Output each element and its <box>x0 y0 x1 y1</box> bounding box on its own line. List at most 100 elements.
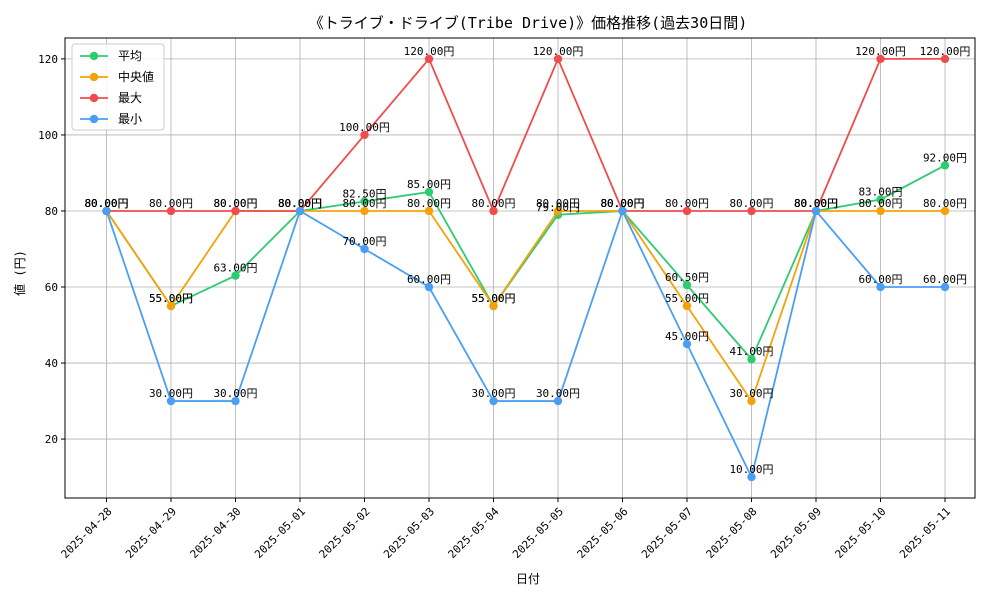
data-point <box>876 54 885 64</box>
data-label: 82.50円 <box>342 187 386 200</box>
data-label: 80.00円 <box>858 197 902 210</box>
data-point <box>553 396 563 406</box>
data-label: 55.00円 <box>471 292 515 305</box>
x-tick-label: 2025-04-29 <box>123 505 179 561</box>
data-label: 70.00円 <box>342 235 386 248</box>
data-label: 30.00円 <box>149 387 193 400</box>
data-label: 80.00円 <box>600 197 644 210</box>
legend-box <box>71 43 165 131</box>
data-point <box>360 130 369 140</box>
data-label: 80.00円 <box>213 197 257 210</box>
data-label: 80.00円 <box>536 197 580 210</box>
data-label: 80.00円 <box>600 197 644 210</box>
data-point <box>618 206 627 216</box>
y-tick-label: 60 <box>45 281 58 294</box>
data-point <box>424 282 434 292</box>
data-label: 80.00円 <box>149 197 193 210</box>
data-label: 80.00円 <box>84 197 128 210</box>
x-tick-label: 2025-05-02 <box>317 505 373 561</box>
series-line-3 <box>105 208 945 480</box>
data-point <box>424 206 434 216</box>
data-point <box>553 54 563 64</box>
data-label: 80.00円 <box>278 197 322 210</box>
data-label: 80.00円 <box>600 197 644 210</box>
data-label: 80.00円 <box>794 197 838 210</box>
data-label: 60.00円 <box>923 273 967 286</box>
data-label: 10.00円 <box>729 463 773 476</box>
y-axis-label: 値 (円) <box>12 250 27 296</box>
data-point <box>876 206 885 216</box>
data-label: 80.00円 <box>278 197 322 210</box>
data-point <box>940 282 950 292</box>
y-tick-label: 120 <box>38 53 58 66</box>
data-label: 30.00円 <box>213 387 257 400</box>
data-point <box>811 206 821 216</box>
data-point <box>747 206 756 216</box>
data-point <box>489 396 498 406</box>
legend-marker <box>89 72 99 82</box>
data-label: 80.00円 <box>278 197 322 210</box>
data-label: 85.00円 <box>407 178 451 191</box>
x-tick-label: 2025-05-11 <box>897 505 953 561</box>
data-point <box>166 301 176 311</box>
legend-marker <box>89 51 99 61</box>
data-label: 80.00円 <box>794 197 838 210</box>
x-tick-label: 2025-05-01 <box>252 505 308 561</box>
data-label: 80.00円 <box>665 197 709 210</box>
data-point <box>360 197 369 206</box>
plot-frame <box>64 37 976 499</box>
data-label: 80.00円 <box>923 197 967 210</box>
x-axis-label: 日付 <box>516 572 540 586</box>
data-label: 55.00円 <box>149 292 193 305</box>
data-point <box>682 339 692 349</box>
data-label: 80.00円 <box>729 197 773 210</box>
data-label: 80.00円 <box>342 197 386 210</box>
data-label: 92.00円 <box>923 151 967 164</box>
data-label: 80.00円 <box>84 197 128 210</box>
legend-marker <box>89 93 99 103</box>
data-point <box>682 206 692 216</box>
data-point <box>682 280 692 290</box>
data-point <box>876 195 885 204</box>
data-label: 79.00円 <box>536 201 580 214</box>
data-point <box>166 206 176 216</box>
data-point <box>360 244 369 254</box>
data-point <box>102 206 111 216</box>
x-tick-label: 2025-04-30 <box>188 505 244 561</box>
data-point <box>747 472 756 482</box>
series-layer <box>102 54 950 482</box>
x-tick-label: 2025-04-28 <box>59 505 115 561</box>
data-point <box>747 396 756 406</box>
data-point <box>489 206 498 216</box>
data-point <box>876 282 885 292</box>
data-label: 45.00円 <box>665 330 709 343</box>
legend-entry: 最大 <box>118 91 142 105</box>
data-label: 80.00円 <box>471 197 515 210</box>
data-point <box>360 206 369 216</box>
data-label: 60.00円 <box>407 273 451 286</box>
data-point <box>424 54 434 64</box>
x-tick-label: 2025-05-09 <box>768 505 824 561</box>
data-label: 83.00円 <box>858 186 902 199</box>
data-label: 80.00円 <box>794 197 838 210</box>
series-line-1 <box>105 210 945 404</box>
y-tick-label: 80 <box>45 205 58 218</box>
legend-entry: 中央値 <box>118 69 154 84</box>
data-label: 80.00円 <box>407 197 451 210</box>
data-label: 63.00円 <box>213 262 257 275</box>
x-tick-label: 2025-05-04 <box>446 505 502 561</box>
data-label: 55.00円 <box>665 292 709 305</box>
x-tick-label: 2025-05-03 <box>381 505 437 561</box>
data-point <box>166 396 176 406</box>
data-point <box>295 206 305 216</box>
legend-marker <box>89 114 99 124</box>
data-point <box>682 301 692 311</box>
data-label: 55.00円 <box>149 292 193 305</box>
legend-entry: 平均 <box>118 49 142 63</box>
data-label: 80.00円 <box>600 197 644 210</box>
data-label: 120.00円 <box>920 45 971 58</box>
x-tick-label: 2025-05-08 <box>704 505 760 561</box>
data-point <box>231 271 240 280</box>
